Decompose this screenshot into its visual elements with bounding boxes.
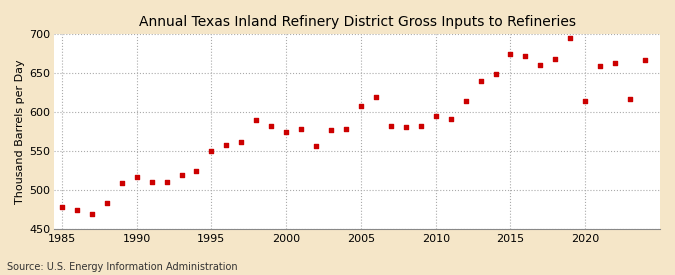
Point <box>415 123 426 128</box>
Point <box>266 124 277 129</box>
Point <box>116 180 127 185</box>
Point <box>535 62 546 67</box>
Point <box>161 180 172 184</box>
Point <box>580 99 591 104</box>
Point <box>341 127 352 132</box>
Point <box>86 211 97 216</box>
Point <box>251 118 262 122</box>
Point <box>624 97 635 101</box>
Point <box>57 205 68 210</box>
Point <box>520 54 531 58</box>
Point <box>191 169 202 173</box>
Point <box>505 52 516 56</box>
Point <box>550 56 561 61</box>
Point <box>475 79 486 83</box>
Point <box>371 95 381 99</box>
Point <box>610 61 620 65</box>
Point <box>640 58 651 62</box>
Point <box>206 149 217 153</box>
Point <box>446 117 456 122</box>
Point <box>460 98 471 103</box>
Point <box>281 130 292 134</box>
Point <box>236 140 247 144</box>
Point <box>176 172 187 177</box>
Point <box>296 127 306 132</box>
Point <box>595 63 605 68</box>
Point <box>310 144 321 148</box>
Point <box>325 128 336 133</box>
Point <box>132 175 142 179</box>
Title: Annual Texas Inland Refinery District Gross Inputs to Refineries: Annual Texas Inland Refinery District Gr… <box>139 15 576 29</box>
Point <box>221 143 232 147</box>
Point <box>565 36 576 40</box>
Point <box>72 208 82 212</box>
Point <box>490 72 501 76</box>
Point <box>356 104 367 108</box>
Point <box>385 124 396 129</box>
Point <box>431 114 441 119</box>
Point <box>400 125 411 129</box>
Point <box>101 201 112 205</box>
Text: Source: U.S. Energy Information Administration: Source: U.S. Energy Information Administ… <box>7 262 238 272</box>
Point <box>146 180 157 184</box>
Y-axis label: Thousand Barrels per Day: Thousand Barrels per Day <box>15 59 25 204</box>
